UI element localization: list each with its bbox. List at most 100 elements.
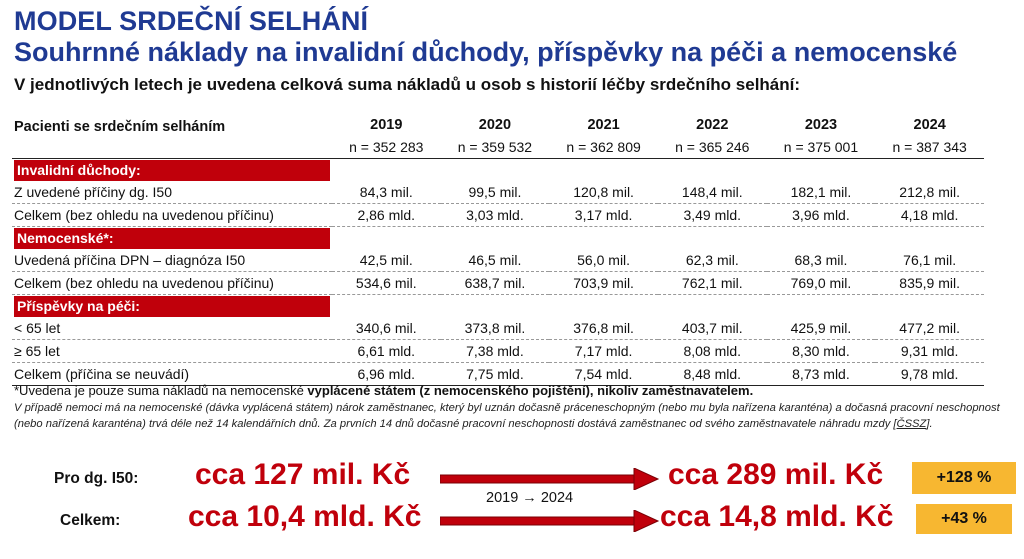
count-cell: n = 387 343 (875, 136, 984, 159)
value-cell: 2,86 mld. (331, 203, 441, 227)
summary-label-total: Celkem: (60, 512, 121, 529)
value-cell: 8,73 mld. (766, 362, 876, 386)
change-badge-i50: +128 % (912, 462, 1016, 494)
empty-cell (12, 136, 332, 159)
table-row: Celkem (bez ohledu na uvedenou příčinu) 5… (12, 271, 984, 295)
empty-cell (658, 295, 767, 318)
value-cell: 703,9 mil. (549, 271, 658, 295)
section-row: Invalidní důchody: (12, 159, 984, 182)
table-row: < 65 let 340,6 mil. 373,8 mil. 376,8 mil. 40… (12, 317, 984, 340)
value-cell: 46,5 mil. (440, 249, 550, 272)
empty-cell (549, 295, 658, 318)
footnote-explanation: V případě nemoci má na nemocenské (dávka… (14, 401, 1004, 432)
value-cell: 120,8 mil. (549, 181, 658, 204)
year-cell: 2019 (370, 117, 403, 133)
empty-cell (767, 159, 876, 182)
footnote-bold: vyplácené státem (z nemocenského pojiště… (307, 383, 754, 398)
period-label: 2019 → 2024 (486, 490, 574, 506)
costs-table: Pacienti se srdečním selháním 2019 2020 … (12, 114, 984, 386)
empty-cell (549, 159, 658, 182)
value-cell: 8,30 mld. (766, 339, 876, 363)
table-row: Celkem (bez ohledu na uvedenou příčinu) 2… (12, 203, 984, 227)
value-cell: 769,0 mil. (766, 271, 876, 295)
row-label: Uvedená příčina DPN – diagnóza I50 (12, 249, 332, 272)
title-summary: Souhrnné náklady na invalidní důchody, p… (14, 37, 958, 67)
empty-cell (441, 227, 550, 250)
count-cell: n = 359 532 (440, 136, 550, 159)
summary-to-total: cca 14,8 mld. Kč (660, 500, 894, 533)
value-cell: 7,38 mld. (440, 339, 550, 363)
empty-cell (332, 227, 441, 250)
count-cell: n = 362 809 (549, 136, 658, 159)
empty-cell (658, 159, 767, 182)
section-row: Příspěvky na péči: (12, 295, 984, 318)
section-title: Nemocenské*: (14, 227, 330, 249)
empty-cell (875, 227, 984, 250)
summary-label-i50: Pro dg. I50: (54, 470, 139, 487)
value-cell: 3,03 mld. (440, 203, 550, 227)
subtitle: V jednotlivých letech je uvedena celková… (14, 75, 801, 94)
value-cell: 534,6 mil. (331, 271, 441, 295)
change-badge-total: +43 % (916, 504, 1012, 534)
summary-to-i50: cca 289 mil. Kč (668, 458, 884, 491)
value-cell: 477,2 mil. (875, 317, 984, 340)
empty-cell (549, 227, 658, 250)
value-cell: 373,8 mil. (440, 317, 550, 340)
table-row: Uvedená příčina DPN – diagnóza I50 42,5 m… (12, 249, 984, 272)
row-label: < 65 let (12, 317, 332, 340)
footnote-end: ]. (926, 417, 933, 430)
empty-cell (658, 227, 767, 250)
empty-cell (767, 227, 876, 250)
value-cell: 3,17 mld. (549, 203, 658, 227)
row-label: Celkem (bez ohledu na uvedenou příčinu) (12, 203, 332, 227)
value-cell: 425,9 mil. (766, 317, 876, 340)
value-cell: 7,75 mld. (440, 362, 550, 386)
value-cell: 212,8 mil. (875, 181, 984, 204)
value-cell: 99,5 mil. (440, 181, 550, 204)
value-cell: 6,61 mld. (331, 339, 441, 363)
count-cell: n = 365 246 (657, 136, 767, 159)
arrow-right-icon (440, 468, 660, 490)
value-cell: 62,3 mil. (657, 249, 767, 272)
value-cell: 84,3 mil. (331, 181, 441, 204)
footnote-text: V případě nemoci má na nemocenské (dávka… (14, 402, 1000, 430)
value-cell: 7,17 mld. (549, 339, 658, 363)
value-cell: 56,0 mil. (549, 249, 658, 272)
arrow-right-icon (440, 510, 660, 532)
value-cell: 68,3 mil. (766, 249, 876, 272)
value-cell: 638,7 mil. (440, 271, 550, 295)
cssz-link[interactable]: ČSSZ (896, 417, 927, 430)
year-cell: 2022 (696, 117, 729, 133)
section-cell: Nemocenské*: (12, 227, 332, 250)
year-cell: 2021 (587, 117, 620, 133)
table-row: Z uvedené příčiny dg. I50 84,3 mil. 99,5 m… (12, 181, 984, 204)
value-cell: 42,5 mil. (331, 249, 441, 272)
table-header-counts: n = 352 283 n = 359 532 n = 362 809 n = … (12, 136, 984, 159)
year-cell: 2024 (913, 117, 946, 133)
empty-cell (441, 295, 550, 318)
summary-from-total: cca 10,4 mld. Kč (188, 500, 422, 533)
value-cell: 76,1 mil. (875, 249, 984, 272)
summary-from-i50: cca 127 mil. Kč (195, 458, 411, 491)
value-cell: 8,48 mld. (657, 362, 767, 386)
value-cell: 9,31 mld. (875, 339, 984, 363)
year-cell: 2020 (478, 117, 512, 133)
row-label: ≥ 65 let (12, 339, 332, 363)
value-cell: 376,8 mil. (549, 317, 658, 340)
empty-cell (875, 159, 984, 182)
count-cell: n = 352 283 (331, 136, 441, 159)
section-cell: Příspěvky na péči: (12, 295, 332, 318)
footnote-plain: *Uvedena je pouze suma nákladů na nemoce… (14, 383, 308, 398)
value-cell: 9,78 mld. (875, 362, 984, 386)
empty-cell (767, 295, 876, 318)
count-cell: n = 375 001 (766, 136, 876, 159)
value-cell: 6,96 mld. (331, 362, 441, 386)
value-cell: 148,4 mil. (657, 181, 767, 204)
section-title: Invalidní důchody: (14, 159, 330, 181)
empty-cell (875, 295, 984, 318)
table-row: Celkem (příčina se neuvádí) 6,96 mld. 7,75… (12, 362, 984, 386)
title-model: MODEL SRDEČNÍ SELHÁNÍ (14, 6, 369, 36)
row-label: Z uvedené příčiny dg. I50 (12, 181, 332, 204)
row-label: Celkem (příčina se neuvádí) (12, 362, 332, 386)
value-cell: 835,9 mil. (875, 271, 984, 295)
